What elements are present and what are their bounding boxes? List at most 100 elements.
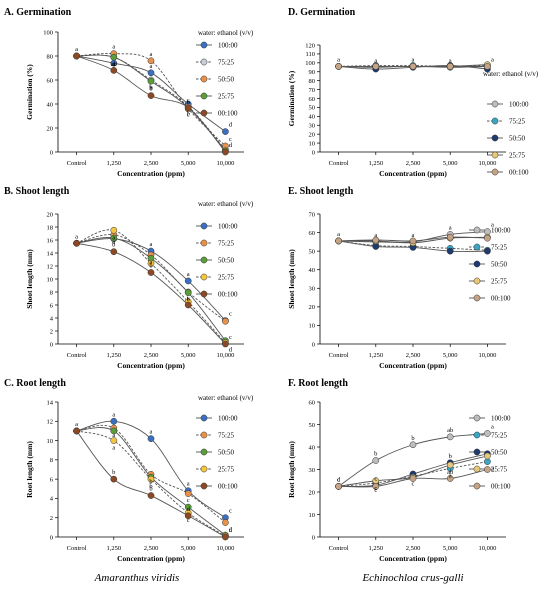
panel-c-legend-label-100-00: 100:00 [218, 415, 238, 423]
panel-f-significance-letter: d [337, 476, 341, 483]
species-label-left: Amaranthus viridis [94, 572, 180, 584]
panel-e-point-00-100 [484, 234, 491, 242]
panel-c-y-tick-label: 12 [47, 419, 54, 426]
panel-b-significance-letter: a [150, 259, 153, 266]
panel-e-legend-label-75-25: 75:25 [491, 244, 507, 252]
panel-b-y-tick-label: 6 [50, 302, 54, 309]
panel-f-significance-letter: a [491, 466, 494, 473]
panel-b-point-00-100 [147, 269, 155, 276]
panel-d-point-00-100 [372, 63, 380, 70]
panel-f-significance-letter: c [374, 487, 377, 494]
panel-c-legend-title: water: ethanol (v/v) [198, 394, 254, 402]
panel-b-significance-letter: a [75, 233, 78, 240]
panel-a-point-00-100 [110, 67, 118, 74]
panel-a-x-tick-label: Control [67, 160, 87, 167]
panel-f-point-00-100 [335, 483, 342, 490]
panel-c-y-tick-label: 2 [50, 515, 53, 522]
panel-d-legend-label-25-75: 25:75 [509, 152, 525, 160]
panel-f-title: F. Root length [288, 378, 348, 389]
panel-f-point-00-100 [409, 475, 417, 482]
panel-d-legend-label-50-50: 50:50 [509, 135, 525, 143]
panel-c-point-75-25 [222, 519, 229, 526]
panel-e-legend-swatch-marker [473, 226, 481, 234]
panel-c-point-00-100 [184, 512, 192, 520]
panel-b-y-tick-label: 8 [50, 289, 53, 296]
panel-b-legend-swatch-marker [200, 273, 208, 281]
panel-b-y-tick-label: 16 [47, 237, 54, 244]
panel-c-significance-letter: a [112, 411, 115, 418]
panel-d-x-tick-label: Control [329, 160, 349, 167]
panel-b-series-line-75-25 [76, 234, 226, 322]
panel-a-y-tick-label: 60 [47, 77, 54, 84]
panel-f-legend-swatch-marker [473, 448, 481, 456]
panel-a-x-axis-label: Concentration (ppm) [117, 169, 185, 178]
panel-d-y-tick-label: 40 [309, 114, 316, 121]
panel-f-significance-letter: c [374, 485, 377, 492]
panel-e-y-tick-label: 60 [309, 230, 316, 237]
panel-f-legend-label-75-25: 75:25 [491, 432, 507, 440]
panel-b-y-axis-label: Shoot length (mm) [25, 249, 34, 309]
panel-b-significance-letter: c [229, 334, 232, 341]
panel-c-x-axis-label: Concentration (ppm) [117, 554, 185, 563]
panel-c-legend-swatch-marker [200, 431, 208, 439]
panel-b-x-tick-label: 5,000 [181, 352, 196, 359]
panel-c-point-100-00 [110, 417, 118, 425]
panel-b-significance-letter: a [150, 241, 153, 248]
panel-b-x-tick-label: 10,000 [216, 352, 234, 359]
panel-e-legend-swatch-marker [473, 294, 481, 302]
panel-c-y-tick-label: 0 [50, 534, 53, 541]
panel-e-point-00-100 [335, 237, 342, 245]
panel-b-y-tick-label: 20 [47, 211, 54, 218]
panel-e-x-tick-label: Control [329, 352, 349, 359]
panel-f-point-100-00 [372, 457, 380, 464]
panel-a-point-100-00 [147, 69, 155, 77]
panel-b-legend-label-100-00: 100:00 [218, 223, 238, 231]
panel-d-point-00-100 [484, 63, 491, 70]
panel-f-significance-letter: c [412, 480, 415, 487]
panel-b-significance-letter: a [112, 234, 115, 241]
panel-e-legend-swatch-marker [473, 277, 481, 285]
panel-c-legend-label-00-100: 00:100 [218, 483, 238, 491]
panel-c-significance-letter: b [149, 478, 152, 485]
panel-c-x-tick-label: Control [67, 545, 87, 552]
panel-f-x-tick-label: 1,250 [368, 545, 383, 552]
panel-f-x-tick-label: 2,500 [406, 545, 421, 552]
panel-e-point-100-00 [484, 228, 491, 235]
panel-e-point-50-50 [484, 247, 491, 255]
panel-c-legend-swatch-marker [200, 414, 208, 422]
panel-e-x-tick-label: 1,250 [368, 352, 383, 359]
panel-f-y-tick-label: 0 [312, 534, 315, 541]
panel-b-point-25-75 [110, 226, 118, 234]
panel-d-significance-letter: a [412, 56, 415, 63]
panel-a-legend-swatch-marker [200, 41, 208, 49]
panel-e-point-50-50 [446, 247, 454, 255]
panel-c-x-tick-label: 1,250 [106, 545, 121, 552]
panel-f-point-100-00 [446, 433, 454, 441]
panel-e-x-tick-label: 2,500 [406, 352, 421, 359]
panel-f-x-tick-label: Control [329, 545, 349, 552]
panel-d-legend-swatch-marker [491, 134, 499, 142]
panel-b-point-00-100 [222, 340, 229, 348]
panel-b-point-100-00 [184, 277, 192, 285]
panel-c-title: C. Root length [4, 378, 66, 389]
panel-e-y-tick-label: 0 [312, 341, 315, 348]
panel-a-point-00-100 [73, 52, 80, 60]
panel-a-point-00-100 [222, 148, 229, 156]
panel-f-y-tick-label: 10 [309, 512, 316, 519]
panel-b-significance-letter: c [187, 295, 190, 302]
panel-b-significance-letter: b [112, 242, 115, 249]
panel-d-legend-swatch-marker [491, 117, 499, 125]
panel-b-y-tick-label: 18 [47, 224, 54, 231]
panel-c-legend-label-75-25: 75:25 [218, 432, 234, 440]
panel-e-x-axis-label: Concentration (ppm) [379, 361, 447, 370]
panel-d-y-tick-label: 120 [305, 42, 315, 49]
panel-d-y-tick-label: 110 [305, 51, 315, 58]
panel-d-y-tick-label: 60 [309, 96, 316, 103]
panel-e-significance-letter: a [491, 222, 494, 229]
panel-c-legend-swatch-marker [200, 465, 208, 473]
panel-b-legend-label-25-75: 25:75 [218, 274, 234, 282]
panel-b-point-00-100 [73, 239, 80, 247]
panel-c-significance-letter: c [229, 508, 232, 515]
